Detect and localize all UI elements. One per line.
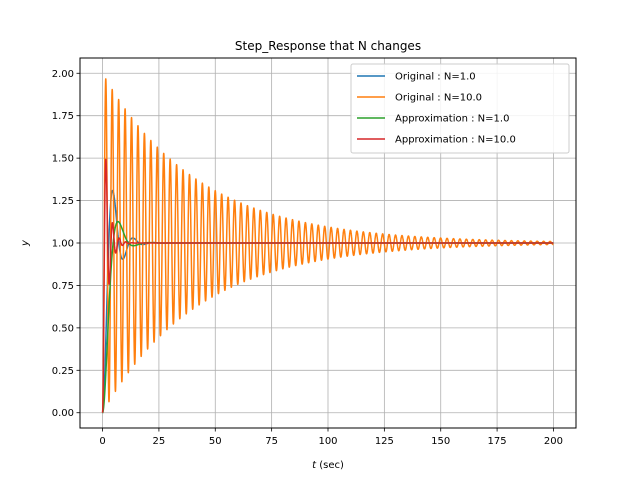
y-tick-label: 2.00 (52, 69, 74, 80)
series-line-4 (101, 158, 555, 414)
y-tick-label: 0.75 (52, 281, 74, 292)
y-tick-label: 0.00 (52, 408, 74, 419)
x-tick-label: 25 (153, 436, 166, 447)
chart-title: Step_Response that N changes (235, 39, 421, 53)
x-tick-label: 175 (488, 436, 507, 447)
x-tick-label: 75 (265, 436, 278, 447)
y-tick-label: 1.75 (52, 111, 74, 122)
legend-entry-label: Approximation : N=1.0 (395, 114, 509, 125)
x-axis-label: t (sec) (312, 460, 344, 471)
y-tick-label: 0.50 (52, 323, 74, 334)
series-line-2 (101, 78, 555, 414)
x-tick-label: 0 (99, 436, 105, 447)
legend: Original : N=1.0 Original : N=10.0 Approxi… (350, 63, 570, 154)
x-tick-label: 150 (431, 436, 450, 447)
y-tick-label: 1.25 (52, 196, 74, 207)
y-axis-ticks: 0.00 0.25 0.50 0.75 1.00 1.25 1.50 1.75 2.00 (52, 69, 80, 419)
y-tick-label: 1.00 (52, 239, 74, 250)
legend-box (350, 63, 570, 154)
x-tick-label: 50 (209, 436, 222, 447)
y-axis-label: y (20, 239, 31, 247)
legend-entry-label: Approximation : N=10.0 (395, 135, 516, 146)
legend-entry-label: Original : N=1.0 (395, 72, 476, 83)
x-tick-label: 125 (375, 436, 394, 447)
y-tick-label: 1.50 (52, 154, 74, 165)
legend-entry-label: Original : N=10.0 (395, 93, 482, 104)
y-tick-label: 0.25 (52, 366, 74, 377)
series-lines (101, 78, 555, 414)
x-tick-label: 100 (318, 436, 337, 447)
x-axis-ticks: 0 25 50 75 100 125 150 175 200 (99, 428, 563, 447)
x-tick-label: 200 (544, 436, 563, 447)
